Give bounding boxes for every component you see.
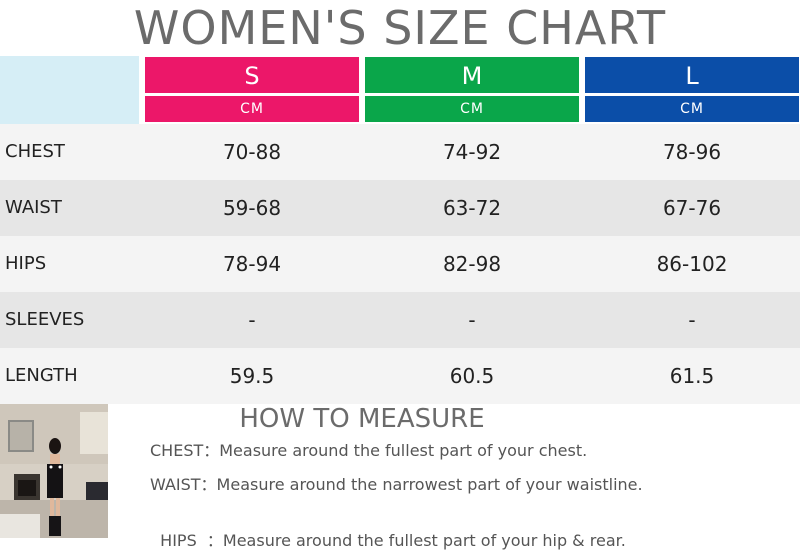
model-photo (0, 404, 108, 538)
table-row-chest: CHEST 70-88 74-92 78-96 (0, 124, 800, 180)
cell-l: 61.5 (669, 364, 715, 388)
cell-m: 74-92 (442, 140, 502, 164)
unit-header-m: CM (365, 96, 579, 122)
table-row-hips: HIPS 78-94 82-98 86-102 (0, 236, 800, 292)
cell-l: - (688, 308, 696, 332)
size-header-l: L (585, 57, 799, 93)
row-label: LENGTH (5, 365, 78, 386)
table-row-sleeves: SLEEVES - - - (0, 292, 800, 348)
measure-item-hips: HIPS ：Measure around the fullest part of… (150, 508, 626, 552)
table-row-length: LENGTH 59.5 60.5 61.5 (0, 348, 800, 404)
unit-header-l: CM (585, 96, 799, 122)
size-header-m: M (365, 57, 579, 93)
unit-header-s: CM (145, 96, 359, 122)
measure-key: CHEST： (150, 441, 220, 460)
cell-s: 70-88 (222, 140, 282, 164)
row-label: HIPS (5, 253, 47, 274)
table-row-waist: WAIST 59-68 63-72 67-76 (0, 180, 800, 236)
cell-s: 59-68 (222, 196, 282, 220)
row-label: SLEEVES (5, 309, 85, 330)
measure-item-waist: WAIST：Measure around the narrowest part … (150, 474, 643, 496)
row-label: CHEST (5, 141, 65, 162)
measure-key: WAIST： (150, 475, 217, 494)
measure-text: Measure around the fullest part of your … (222, 531, 626, 550)
cell-s: - (248, 308, 256, 332)
measure-text: Measure around the fullest part of your … (219, 441, 588, 460)
measure-text: Measure around the narrowest part of you… (216, 475, 643, 494)
cell-m: - (468, 308, 476, 332)
measure-key: HIPS ： (160, 531, 223, 550)
cell-l: 78-96 (662, 140, 722, 164)
cell-m: 63-72 (442, 196, 502, 220)
measure-item-chest: CHEST：Measure around the fullest part of… (150, 440, 587, 462)
cell-m: 82-98 (442, 252, 502, 276)
cell-l: 86-102 (656, 252, 728, 276)
size-header-s: S (145, 57, 359, 93)
cell-m: 60.5 (449, 364, 495, 388)
header-blank-cell (0, 56, 139, 124)
page-title: WOMEN'S SIZE CHART (133, 1, 667, 55)
row-label: WAIST (5, 197, 62, 218)
cell-s: 78-94 (222, 252, 282, 276)
cell-l: 67-76 (662, 196, 722, 220)
how-to-measure-title: HOW TO MEASURE (239, 404, 485, 434)
cell-s: 59.5 (229, 364, 275, 388)
